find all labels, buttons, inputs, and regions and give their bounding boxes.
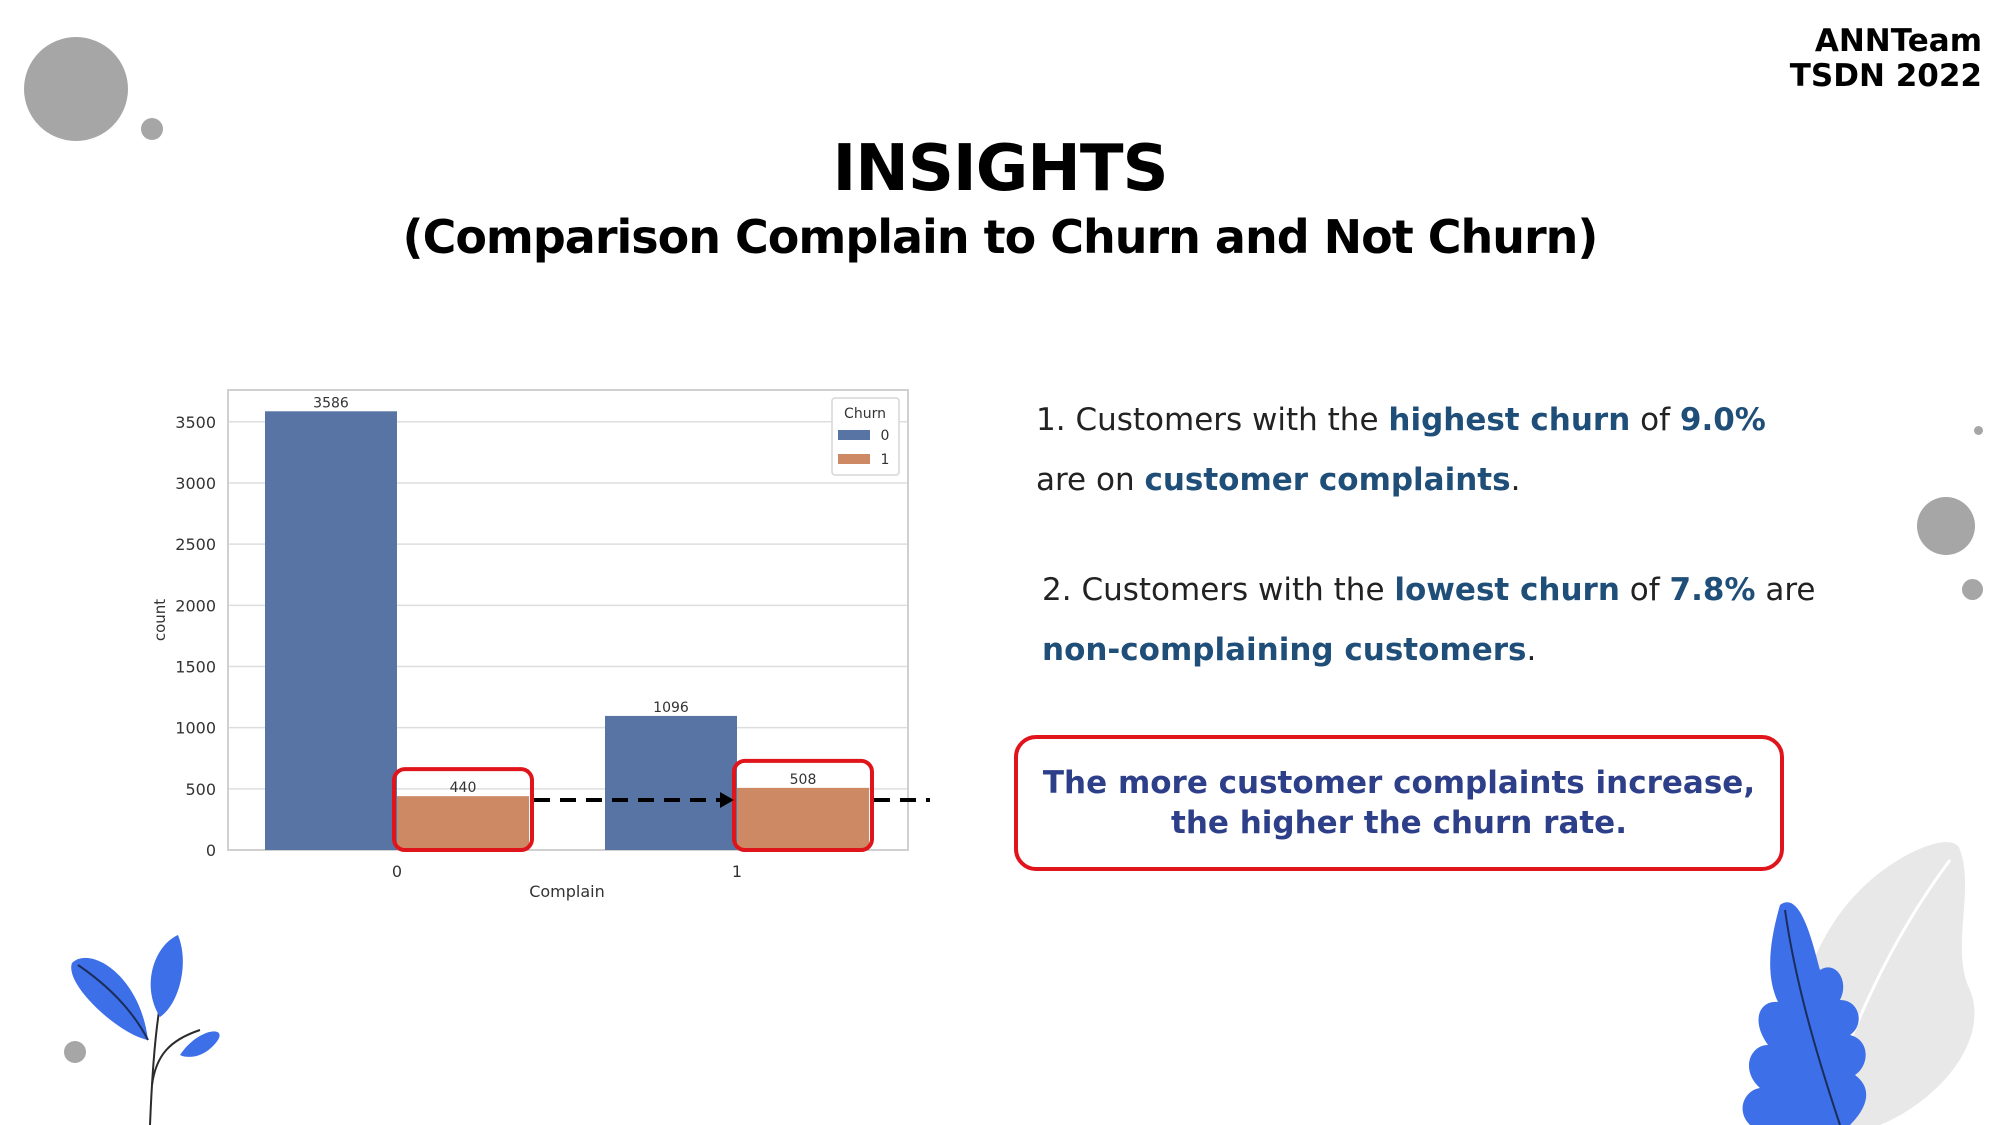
- bar-churn1-complain1: [737, 787, 869, 850]
- bar-churn0-complain1: [605, 715, 737, 850]
- insight-2-line-1: 2. Customers with the lowest churn of 7.…: [1042, 560, 1842, 620]
- insight-1-line-1: 1. Customers with the highest churn of 9…: [1036, 390, 1816, 450]
- insight-1-text-c: are on: [1036, 462, 1145, 498]
- insight-2-text-c: are: [1755, 572, 1816, 608]
- bar-churn0-complain0: [265, 411, 397, 850]
- insight-1-text-a: Customers with the: [1075, 402, 1389, 438]
- plant-leaf-top: [150, 935, 183, 1017]
- insight-1-number: 1.: [1036, 402, 1066, 438]
- blue-leaf-vein: [1784, 909, 1841, 1125]
- insight-2-text-d: .: [1526, 632, 1537, 668]
- y-tick-label: 3000: [175, 474, 216, 493]
- legend-swatch-1: [838, 454, 870, 464]
- brand-team: ANNTeam: [1814, 23, 1982, 59]
- insight-1-text-b: of: [1630, 402, 1680, 438]
- decor-circle-right-medium: [1917, 497, 1975, 555]
- highlight-box-complain0: [392, 767, 534, 853]
- insight-1-text-d: .: [1510, 462, 1521, 498]
- insight-1-highlight-b: 9.0%: [1679, 402, 1766, 438]
- page-title: INSIGHTS: [832, 132, 1168, 206]
- bar-value-label: 1096: [653, 700, 689, 716]
- page-subtitle: (Comparison Complain to Churn and Not Ch…: [402, 210, 1599, 264]
- insight-2-number: 2.: [1042, 572, 1072, 608]
- plant-leaf-left-vein: [77, 964, 149, 1041]
- insight-2-text-b: of: [1619, 572, 1670, 608]
- y-axis-label: count: [151, 599, 169, 641]
- complain-churn-bar-chart: 3586 1096 440 508 0 500 1000 1500 2000 2500 3000 3…: [151, 389, 930, 901]
- blue-leaf: [1742, 902, 1867, 1125]
- insight-1-line-2: are on customer complaints.: [1036, 450, 1816, 510]
- x-tick-label: 1: [732, 862, 742, 881]
- insight-1: 1. Customers with the highest churn of 9…: [1036, 390, 1816, 510]
- bar-value-label: 440: [450, 780, 477, 796]
- arrow-head-1: [720, 792, 734, 809]
- insight-2-text-a: Customers with the: [1081, 572, 1395, 608]
- y-tick-label: 1500: [175, 657, 216, 676]
- y-tick-label: 2000: [175, 596, 216, 615]
- insight-1-highlight-c: customer complaints: [1144, 462, 1511, 498]
- insight-2: 2. Customers with the lowest churn of 7.…: [1042, 560, 1842, 680]
- y-tick-label: 0: [206, 841, 216, 860]
- decor-circle-small: [141, 118, 163, 140]
- insight-2-highlight-c: non-complaining customers: [1042, 632, 1527, 668]
- x-axis-label: Complain: [529, 882, 605, 901]
- chart-bars: [265, 411, 869, 850]
- chart-legend: Churn 0 1: [831, 397, 900, 476]
- legend-swatch-0: [838, 430, 870, 440]
- y-tick-label: 1000: [175, 719, 216, 738]
- chart-bar-labels: 3586 1096 440 508: [313, 395, 816, 796]
- plot-frame: [227, 389, 909, 851]
- plant-illustration-left: [71, 935, 220, 1125]
- chart-arrows: [534, 792, 930, 809]
- y-tick-label: 2500: [175, 535, 216, 554]
- decor-circle-right-small: [1962, 579, 1983, 600]
- decor-circle-right-tiny: [1974, 426, 1983, 435]
- legend-label-1: 1: [881, 452, 890, 468]
- insight-1-highlight-a: highest churn: [1388, 402, 1631, 438]
- insight-2-highlight-a: lowest churn: [1394, 572, 1620, 608]
- leaf-illustration-right: [1742, 842, 1975, 1125]
- brand-label: ANNTeam TSDN 2022: [1790, 24, 1982, 94]
- insight-2-highlight-b: 7.8%: [1669, 572, 1756, 608]
- bar-churn1-complain0: [397, 796, 529, 850]
- chart-highlight-boxes: [392, 758, 874, 853]
- legend-label-0: 0: [881, 428, 890, 444]
- x-tick-label: 0: [392, 862, 402, 881]
- conclusion-box: The more customer complaints increase, t…: [1014, 735, 1784, 871]
- bar-value-label: 508: [790, 772, 817, 788]
- legend-title: Churn: [844, 406, 886, 422]
- y-tick-label: 500: [185, 780, 216, 799]
- plant-stem: [149, 1004, 161, 1125]
- plant-stem-branch: [151, 1029, 201, 1086]
- decor-circle-large: [24, 37, 128, 141]
- brand-event: TSDN 2022: [1789, 58, 1982, 94]
- plant-leaf-right: [180, 1031, 220, 1057]
- bar-value-label: 3586: [313, 395, 349, 411]
- highlight-box-complain1: [732, 758, 874, 853]
- decor-circle-bottom-left: [64, 1041, 86, 1063]
- plant-leaf-left: [71, 957, 148, 1040]
- chart-y-ticks: 0 500 1000 1500 2000 2500 3000 3500: [175, 413, 216, 860]
- conclusion-text: The more customer complaints increase, t…: [1042, 765, 1756, 841]
- y-tick-label: 3500: [175, 413, 216, 432]
- insight-2-line-2: non-complaining customers.: [1042, 620, 1842, 680]
